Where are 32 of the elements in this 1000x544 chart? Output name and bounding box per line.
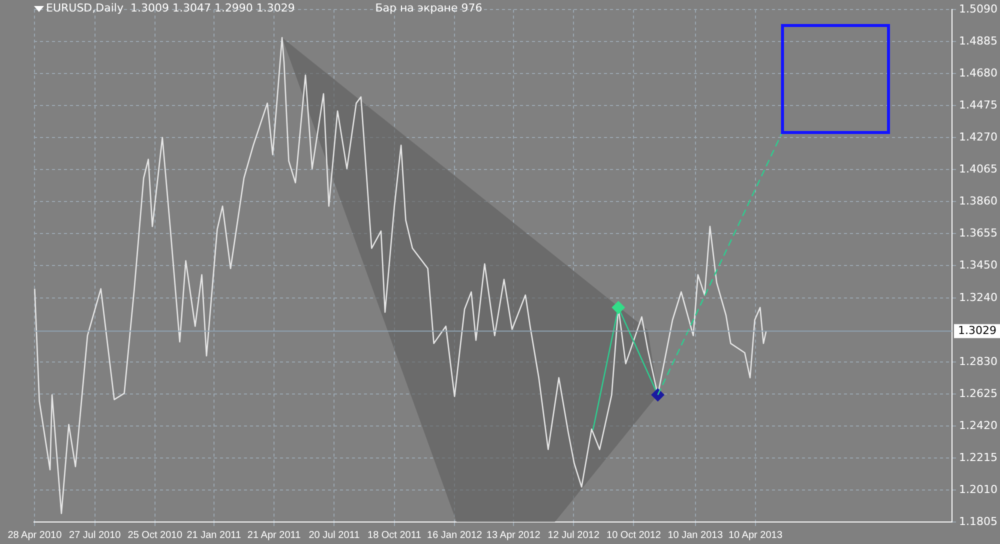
y-tick-label: 1.5090 — [959, 2, 998, 16]
x-tick-label: 27 Jul 2010 — [68, 530, 122, 541]
x-tick-label: 12 Jul 2012 — [548, 530, 600, 541]
x-tick-label: 18 Oct 2011 — [368, 530, 422, 541]
y-tick-label: 1.3655 — [959, 226, 998, 240]
x-tick-label: 10 Jan 2013 — [668, 530, 724, 541]
y-tick-label: 1.2010 — [959, 482, 998, 496]
x-tick-label: 28 Apr 2010 — [8, 530, 62, 541]
x-tick-label: 10 Oct 2012 — [606, 530, 662, 541]
y-tick-label: 1.4475 — [959, 98, 998, 112]
x-tick-label: 21 Jan 2011 — [186, 530, 242, 541]
y-tick-label: 1.4680 — [959, 66, 998, 80]
chart-title: EURUSD,Daily 1.3009 1.3047 1.2990 1.3029 — [46, 1, 295, 14]
y-tick-label: 1.1805 — [959, 514, 998, 528]
x-tick-label: 21 Apr 2011 — [247, 530, 302, 541]
y-tick-label: 1.4065 — [959, 162, 998, 176]
y-tick-label: 1.4270 — [959, 130, 998, 144]
y-tick-label: 1.4885 — [959, 34, 998, 48]
annotation: Бар на экране 976 — [375, 1, 482, 14]
y-tick-label: 1.2420 — [959, 418, 998, 432]
x-tick-label: 10 Apr 2013 — [728, 530, 783, 541]
y-tick-label: 1.2215 — [959, 450, 998, 464]
y-tick-label: 1.2830 — [959, 354, 998, 368]
x-tick-label: 13 Apr 2012 — [486, 530, 541, 541]
y-tick-label: 1.3240 — [959, 291, 998, 304]
y-tick-label: 1.2625 — [959, 386, 998, 400]
y-tick-label: 1.3450 — [959, 258, 998, 272]
y-tick-label: 1.3860 — [959, 194, 998, 208]
ref-line-label: 1.3029 — [958, 324, 996, 337]
x-tick-label: 16 Jan 2012 — [427, 530, 483, 541]
x-tick-label: 25 Oct 2010 — [128, 530, 183, 541]
x-tick-label: 20 Jul 2011 — [308, 530, 360, 541]
